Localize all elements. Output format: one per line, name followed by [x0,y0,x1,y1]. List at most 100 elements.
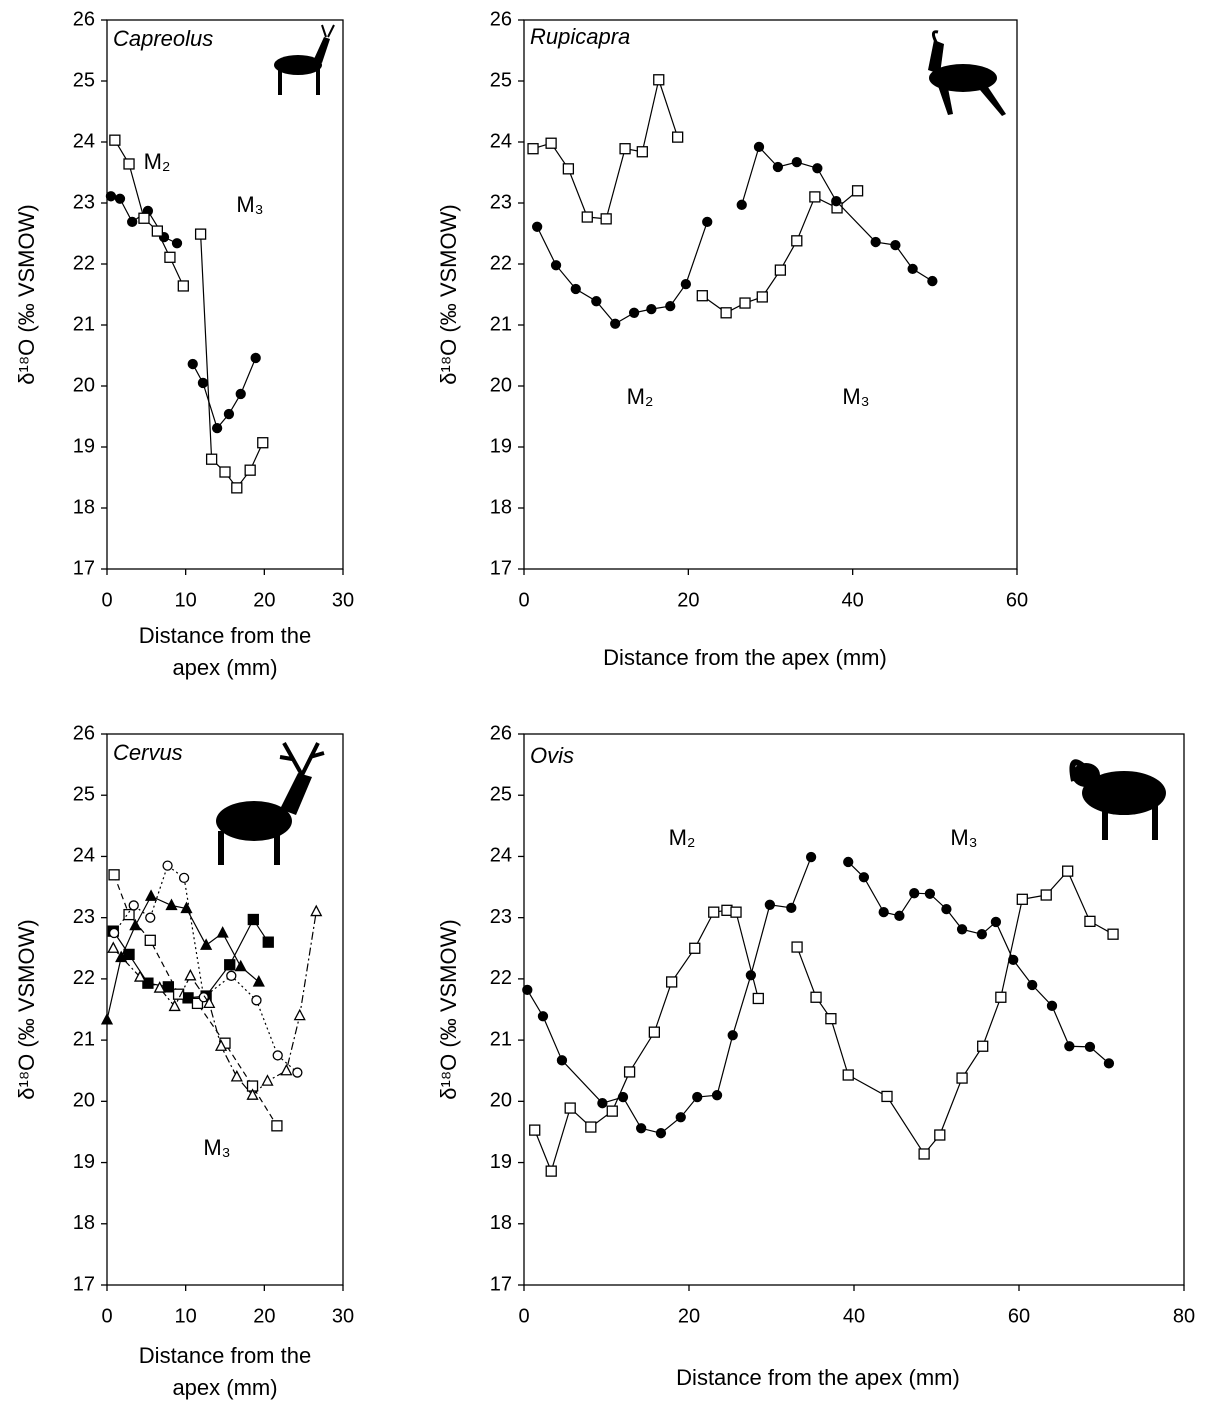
data-point [810,991,822,1003]
y-tick-label: 23 [490,191,512,213]
data-point [123,948,135,961]
data-point [1040,889,1052,901]
data-point [843,856,854,868]
data-point [271,1120,283,1132]
y-axis-label: δ¹⁸O (‰ VSMOW) [14,204,39,384]
y-axis-label: δ¹⁸O (‰ VSMOW) [436,204,461,384]
y-tick-label: 21 [73,313,95,335]
data-point [666,976,678,988]
data-point [977,1040,989,1052]
series-line [534,870,1114,1173]
series-line [112,918,269,999]
x-tick-label: 0 [101,589,112,611]
data-point [606,1105,618,1117]
data-point [531,221,543,232]
data-point [564,1102,576,1114]
panel-title: Cervus [113,740,183,765]
data-point [907,263,918,275]
data-point [529,1124,541,1136]
data-point [203,996,216,1009]
y-tick-label: 26 [73,8,95,30]
data-point [109,134,121,146]
data-point [730,906,742,918]
x-tick-label: 20 [677,589,699,611]
x-axis-label: Distance from the apex (mm) [138,1343,312,1400]
data-point [162,981,175,993]
data-point [107,941,120,953]
data-point [123,908,135,921]
y-tick-label: 18 [490,496,512,518]
data-point [720,307,732,319]
y-tick-label: 19 [73,435,95,457]
x-tick-label: 30 [332,1305,354,1327]
x-tick-label: 0 [518,589,529,611]
data-point [727,1030,738,1041]
data-point [739,297,751,309]
y-tick-label: 20 [73,1090,95,1112]
data-point [100,1013,114,1025]
data-point [226,970,237,981]
annotation: M₂ [144,149,171,174]
y-tick-label: 25 [490,784,512,806]
data-point [108,927,120,939]
data-point [881,1090,893,1103]
data-point [812,163,823,174]
data-point [570,283,581,295]
mouflon-icon [1069,759,1166,840]
data-point [1064,1041,1075,1052]
plot-frame [523,19,1018,570]
x-tick-label: 0 [101,1305,112,1327]
data-point [736,199,747,210]
y-tick-label: 20 [73,374,95,396]
data-point [752,992,764,1005]
x-axis-label: Distance from the apex (mm) [138,623,312,680]
x-tick-label: 60 [1006,589,1028,611]
x-tick-label: 30 [332,589,354,611]
data-point [550,260,562,271]
data-point [171,238,183,249]
y-tick-label: 21 [490,313,512,335]
y-tick-label: 17 [490,1273,512,1295]
data-point [1103,1058,1115,1069]
x-tick-label: 0 [518,1305,529,1327]
data-point [786,902,797,914]
data-point [851,185,864,197]
red-deer-icon [216,742,325,865]
data-point [672,131,684,143]
data-point [235,388,246,400]
data-point [280,1063,293,1076]
data-point [934,1129,946,1141]
y-tick-label: 25 [73,69,95,91]
data-point [791,941,803,953]
y-tick-label: 19 [490,435,512,457]
data-point [293,1008,306,1021]
series-line [532,77,858,314]
x-tick-label: 60 [1008,1305,1030,1327]
data-point [205,453,218,465]
y-tick-label: 22 [73,967,95,989]
data-point [890,239,901,251]
data-point [246,1088,259,1100]
data-point [927,275,938,287]
y-tick-label: 25 [73,784,95,806]
annotation: M₃ [203,1135,230,1160]
data-point [133,970,147,982]
data-point [142,977,154,989]
data-point [128,900,139,911]
data-point [191,997,204,1010]
data-point [791,156,802,168]
annotation: M₃ [842,384,869,409]
y-tick-label: 23 [73,191,95,213]
data-point [878,907,889,918]
data-point [165,898,178,911]
y-tick-label: 22 [490,967,512,989]
data-point [597,1098,608,1109]
series-line [113,864,298,1074]
data-point [696,290,708,302]
data-point [585,1121,597,1133]
data-point [537,1011,549,1022]
data-point [172,988,185,1000]
data-point [200,938,213,950]
